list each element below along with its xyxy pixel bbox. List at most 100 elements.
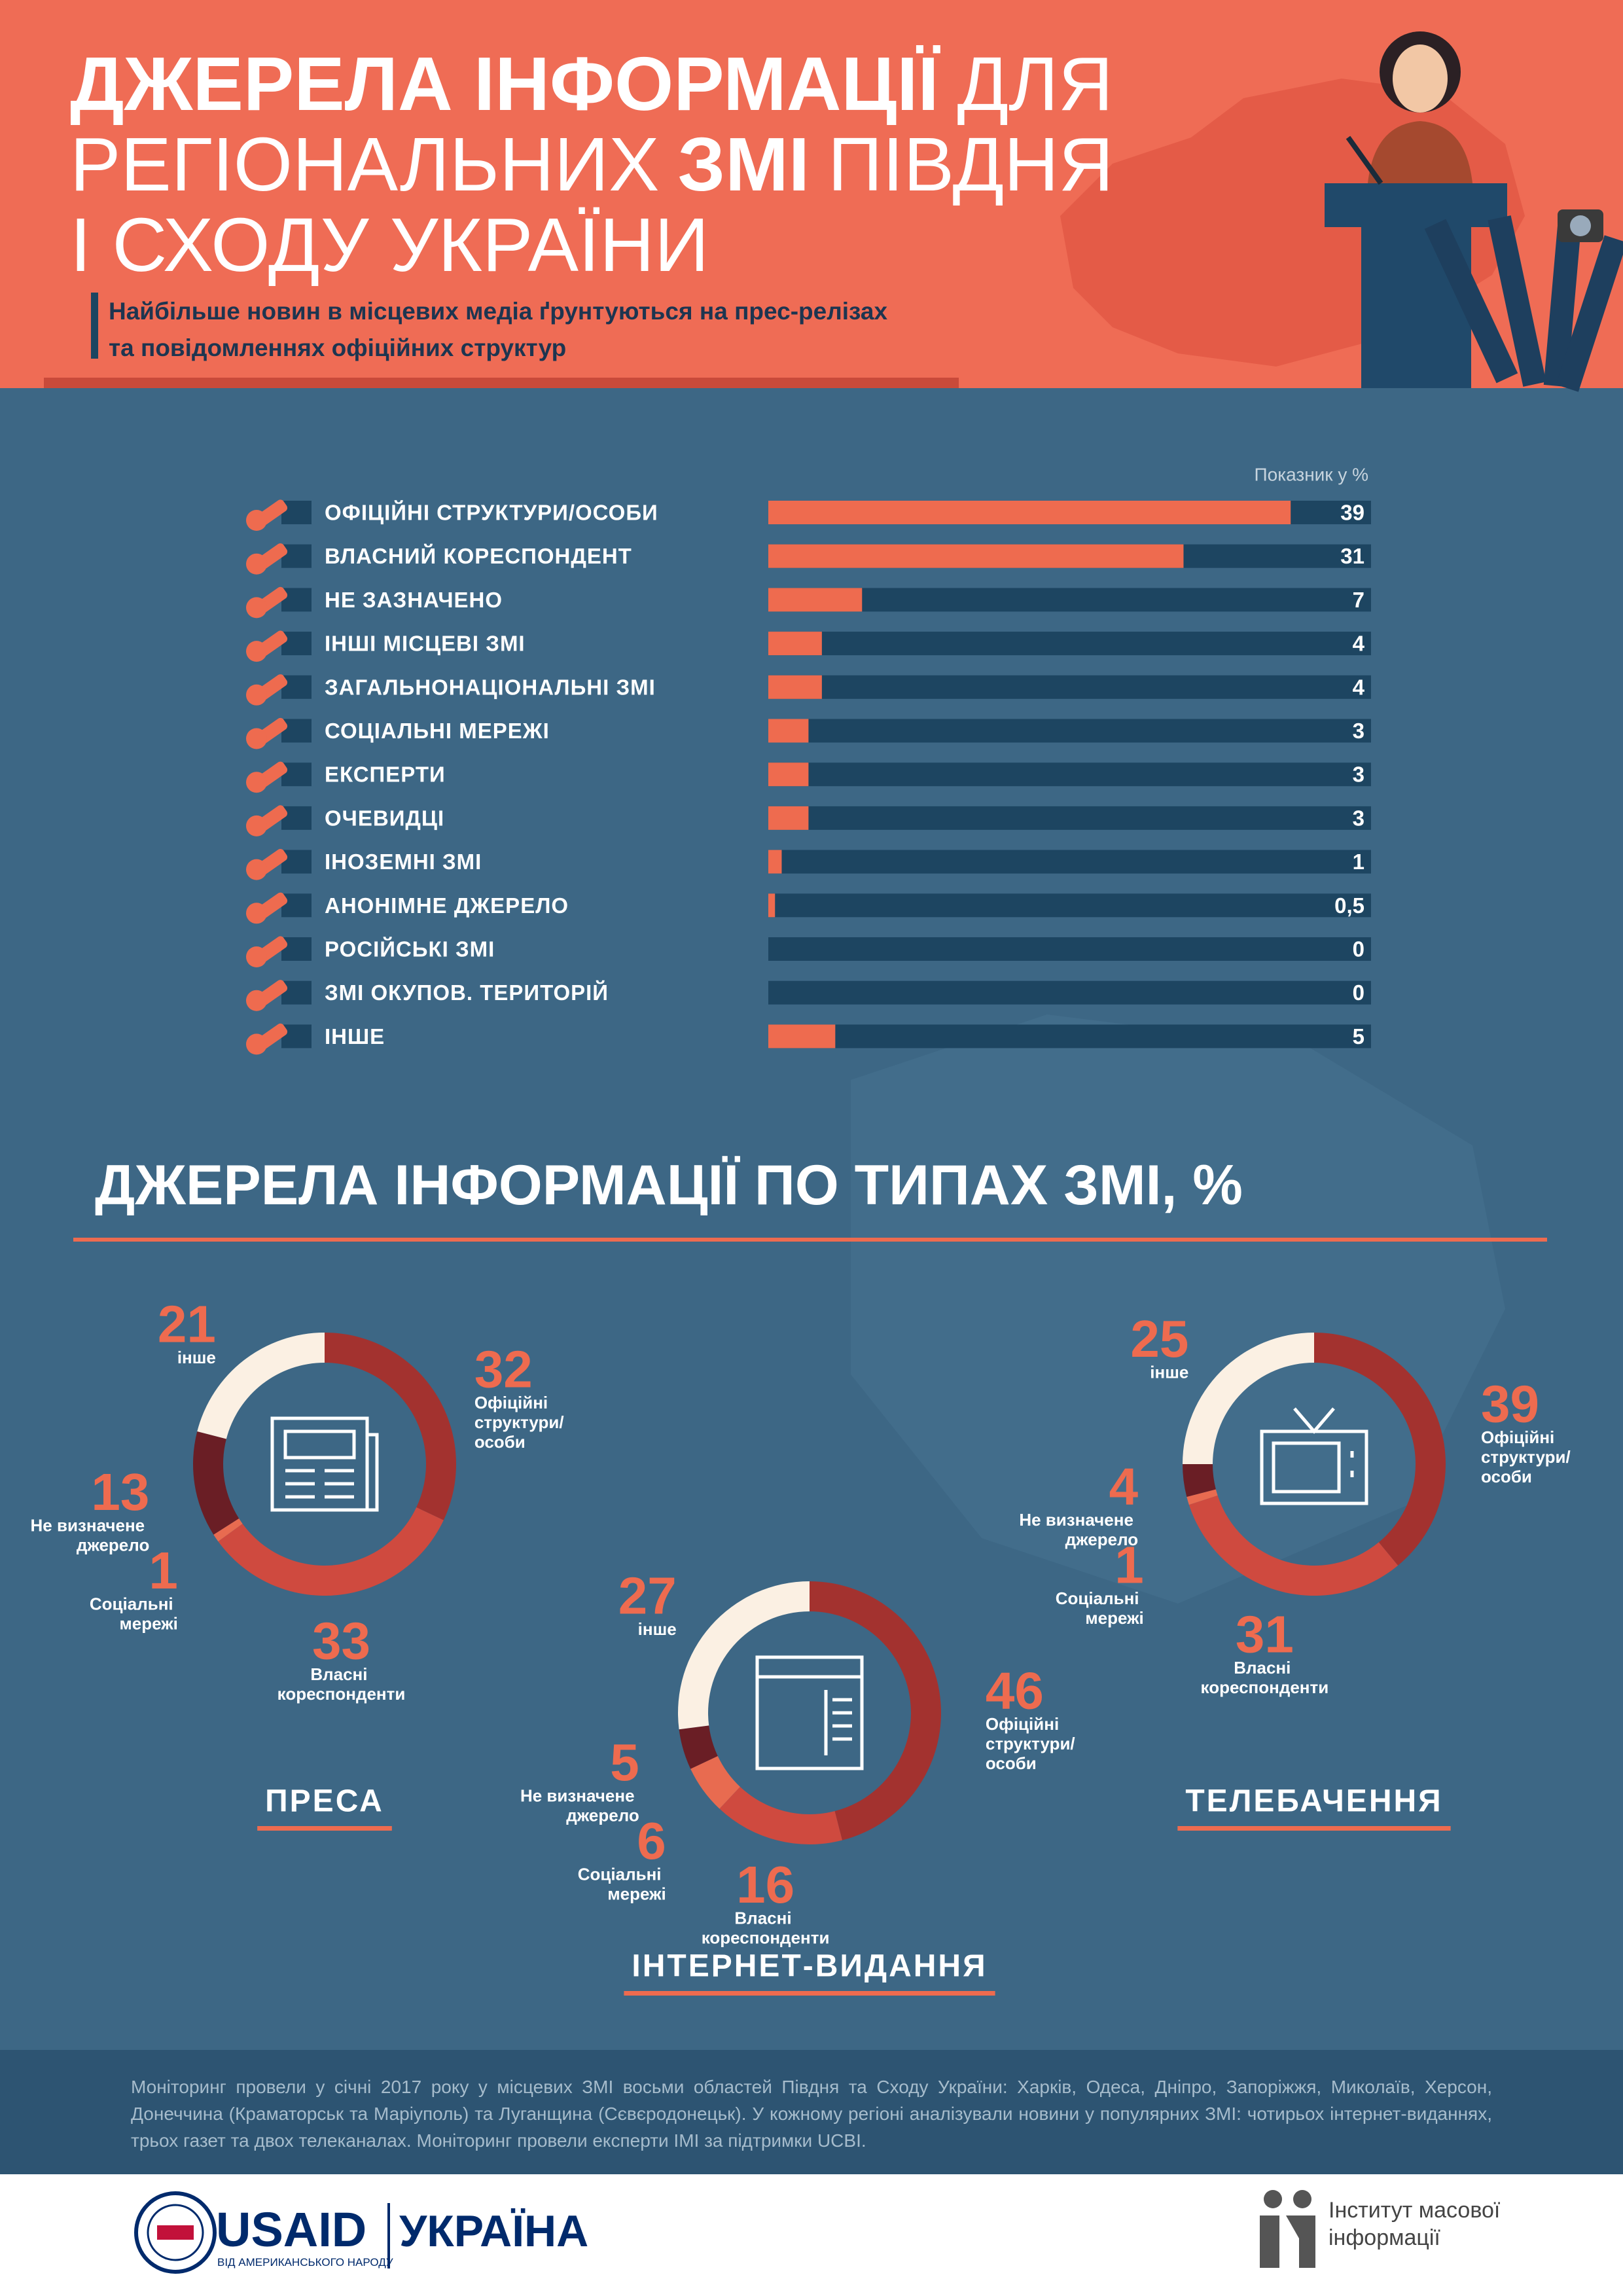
donut-value: 13: [91, 1463, 149, 1521]
row-icon: [246, 761, 312, 793]
donut-segment: [690, 1755, 740, 1809]
donut-label: Офіційні структури/ особи: [986, 1714, 1080, 1773]
icon-part: [281, 1024, 312, 1049]
label-line: особи: [474, 1432, 526, 1452]
label-line: джерело: [1065, 1530, 1138, 1549]
bar-track: [768, 850, 1371, 874]
logo-separator: [387, 2203, 390, 2269]
bar-track: [768, 762, 1371, 787]
title-part: ЗМІ: [677, 122, 810, 207]
donut-value: 27: [618, 1566, 677, 1624]
value-label: 0: [1353, 980, 1364, 1005]
donut-value: 33: [312, 1611, 370, 1670]
bar-track: [768, 719, 1371, 743]
value-label: 3: [1353, 719, 1364, 743]
title-line: РЕГІОНАЛЬНИХ ЗМІ ПІВДНЯ: [70, 122, 1114, 207]
icon-part: [281, 632, 312, 656]
row-icon: [246, 499, 312, 531]
usaid-logo: USAID: [216, 2202, 366, 2257]
map-silhouette: [851, 1014, 1505, 1604]
donut-value: 1: [1115, 1535, 1144, 1594]
label-line: Офіційні: [1481, 1427, 1560, 1447]
donut-label: Соціальні мережі: [90, 1594, 178, 1633]
donut-value: 21: [158, 1295, 216, 1353]
icon-part: [1293, 1407, 1354, 1477]
donut-value: 6: [637, 1812, 666, 1870]
category-label: РОСІЙСЬКІ ЗМІ: [325, 937, 495, 961]
chart-title: ПРЕСА: [265, 1784, 384, 1819]
icon-part: [246, 597, 267, 619]
donut-segment: [1183, 1464, 1216, 1497]
label-line: Офіційні: [986, 1714, 1064, 1734]
icon-part: [281, 675, 312, 699]
bar-track: [768, 675, 1371, 699]
donut-label: Власні кореспонденти: [277, 1664, 406, 1704]
category-label: ЗМІ ОКУПОВ. ТЕРИТОРІЙ: [325, 980, 609, 1005]
label-line: Власні: [734, 1908, 796, 1928]
title-part: ДЛЯ: [957, 41, 1113, 126]
icon-part: [285, 1469, 354, 1499]
center-icon: [755, 1655, 864, 1770]
value-label: 5: [1353, 1024, 1364, 1049]
title-line: ДЖЕРЕЛА ІНФОРМАЦІЇ ДЛЯ: [70, 41, 1113, 126]
section-title: ДЖЕРЕЛА ІНФОРМАЦІЇ ПО ТИПАХ ЗМІ, %: [95, 1154, 1243, 1217]
label-line: мережі: [607, 1884, 666, 1904]
row-icon: [246, 543, 312, 575]
row-icon: [246, 848, 312, 880]
label-line: інше: [1150, 1362, 1188, 1382]
category-label: ЕКСПЕРТИ: [325, 762, 446, 787]
donut-value: 31: [1236, 1605, 1294, 1664]
icon-part: [270, 1416, 369, 1512]
donut-segment: [325, 1333, 456, 1520]
center-icon: [270, 1416, 379, 1512]
usaid-seal: [147, 2204, 204, 2261]
label-line: Власні: [1234, 1658, 1295, 1677]
bar-track: [768, 893, 1371, 918]
icon-part: [246, 553, 267, 575]
bar: [768, 501, 1291, 524]
icon-part: [246, 510, 267, 531]
label-line: інше: [177, 1348, 216, 1367]
imi-icon: [1260, 2190, 1315, 2268]
icon-part: [1272, 1441, 1341, 1494]
row-icon: [246, 805, 312, 836]
icon-part: [246, 1033, 267, 1055]
donut-label: інше: [177, 1348, 216, 1367]
title-underline: [1177, 1826, 1451, 1831]
donut-label: інше: [1150, 1362, 1188, 1382]
donut-segment: [1314, 1333, 1446, 1566]
icon-part: [281, 719, 312, 743]
donut-segment: [1186, 1489, 1218, 1505]
label-line: особи: [1481, 1467, 1532, 1486]
section-rule: [73, 1238, 1547, 1242]
label-line: інше: [638, 1619, 677, 1639]
donut-label: Соціальні мережі: [1056, 1588, 1144, 1628]
donut-segment: [810, 1581, 941, 1840]
icon-part: [281, 544, 312, 568]
imi-logo: Інститут масової: [1329, 2198, 1501, 2223]
bar-track: [768, 937, 1371, 961]
label-line: особи: [986, 1753, 1037, 1773]
value-label: 39: [1340, 501, 1364, 525]
unit-label: Показник у %: [1255, 464, 1368, 484]
donut-segment: [193, 1431, 240, 1535]
title-part: ДЖЕРЕЛА ІНФОРМАЦІЇ: [70, 41, 940, 126]
icon-part: [246, 946, 267, 967]
value-label: 0,5: [1334, 893, 1364, 918]
label-line: Соціальні: [90, 1594, 178, 1613]
donut-label: Не визначене джерело: [520, 1786, 639, 1825]
bar-track: [768, 588, 1371, 612]
icon-part: [757, 1675, 862, 1755]
title-part: РЕГІОНАЛЬНИХ: [70, 122, 659, 207]
donut-value: 46: [986, 1662, 1044, 1720]
speaker-illustration: [1325, 31, 1623, 392]
category-label: СОЦІАЛЬНІ МЕРЕЖІ: [325, 719, 550, 743]
logo-band: [0, 2174, 1623, 2296]
bar: [768, 893, 776, 918]
icon-part: [755, 1655, 864, 1770]
value-label: 3: [1353, 806, 1364, 830]
donut-label: Власні кореспонденти: [1201, 1658, 1329, 1697]
value-label: 31: [1340, 544, 1364, 568]
bar-track: [768, 1024, 1371, 1049]
